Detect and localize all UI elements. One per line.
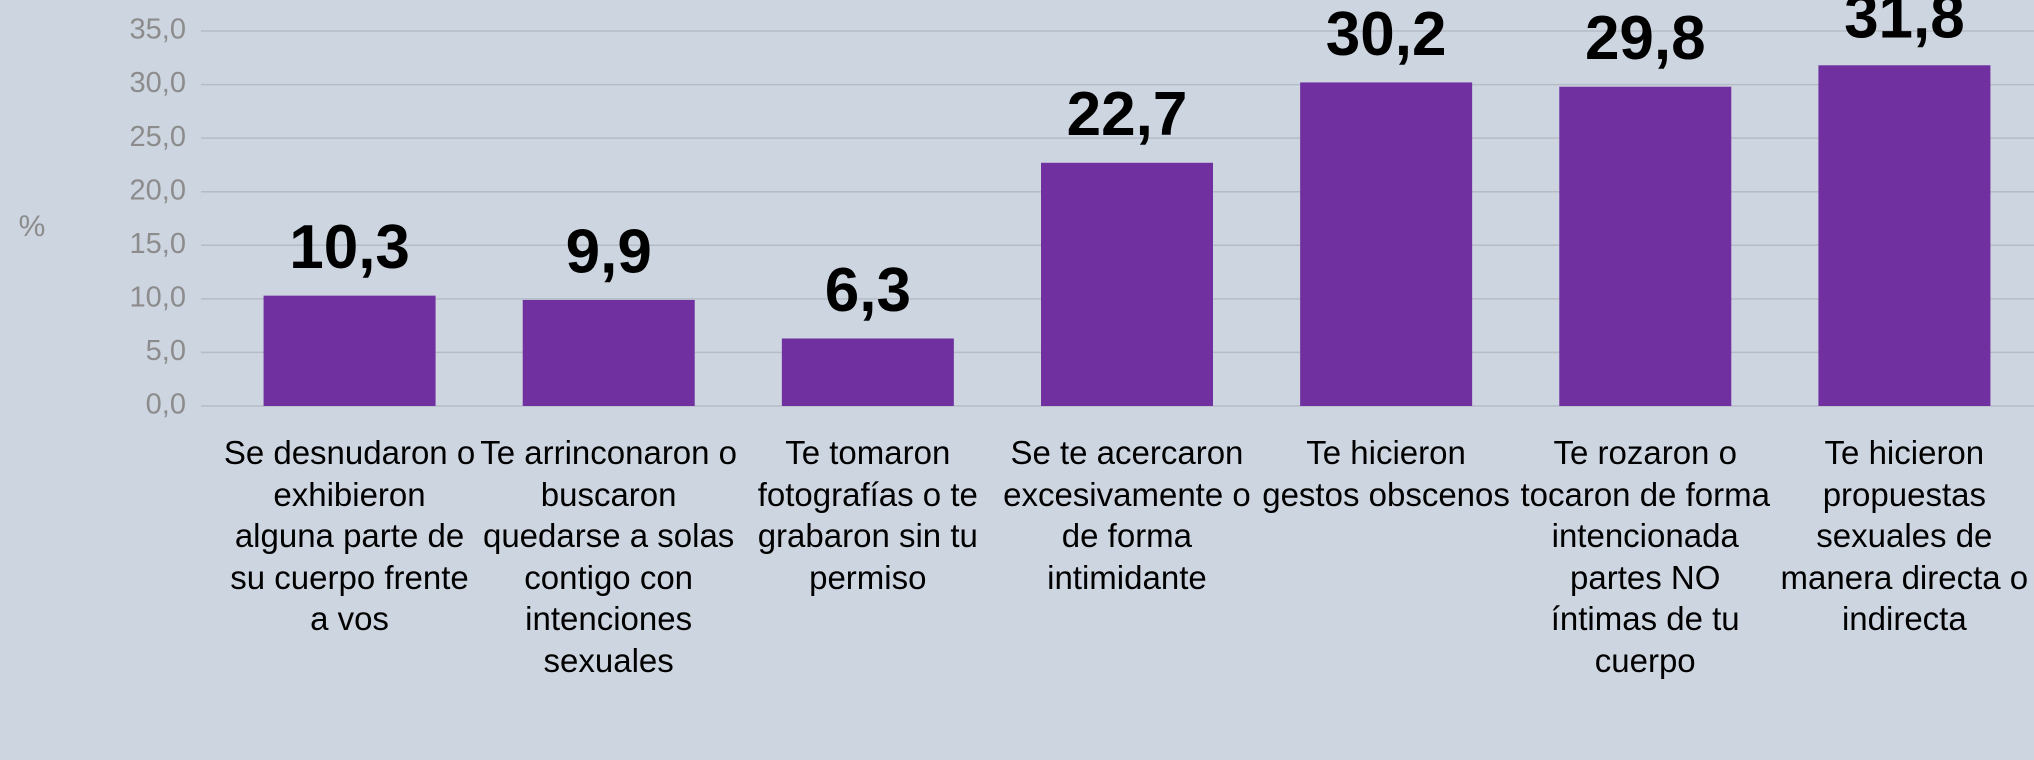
x-tick-label: Te arrinconaron o buscaron quedarse a so… — [480, 434, 738, 679]
y-axis-label: % — [19, 210, 46, 243]
x-tick-label: Te rozaron o tocaron de forma intenciona… — [1520, 434, 1770, 679]
value-label: 10,3 — [289, 213, 410, 282]
bar — [263, 295, 436, 406]
value-label: 22,7 — [1067, 80, 1188, 149]
x-tick-label: Te tomaron fotografías o te grabaron sin… — [757, 434, 978, 596]
x-tick-label: Te hicieron gestos obscenos — [1262, 434, 1510, 513]
y-tick-label: 25,0 — [130, 121, 186, 153]
y-tick-label: 5,0 — [146, 335, 186, 367]
value-label: 6,3 — [825, 256, 911, 325]
bar — [1041, 162, 1213, 406]
bar — [1818, 65, 1991, 407]
y-tick-label: 15,0 — [130, 228, 186, 260]
y-tick-label: 20,0 — [130, 174, 186, 206]
value-label: 30,2 — [1326, 0, 1447, 69]
value-label: 31,8 — [1844, 0, 1965, 52]
x-tick-label: Te hicieron propuestas sexuales de maner… — [1780, 434, 2029, 637]
x-tick-label: Se desnudaron o exhibieron alguna parte … — [223, 434, 476, 637]
value-label: 29,8 — [1585, 4, 1706, 73]
y-tick-label: 10,0 — [130, 282, 186, 314]
y-tick-label: 0,0 — [146, 389, 186, 421]
bar — [1559, 86, 1732, 406]
bar — [781, 338, 954, 406]
bar — [522, 299, 695, 406]
bar — [1300, 82, 1473, 406]
y-tick-label: 30,0 — [130, 67, 186, 99]
value-label: 9,9 — [566, 217, 652, 286]
y-tick-label: 35,0 — [130, 14, 186, 46]
x-tick-label: Se te acercaron excesivamente o de forma… — [1003, 434, 1251, 596]
